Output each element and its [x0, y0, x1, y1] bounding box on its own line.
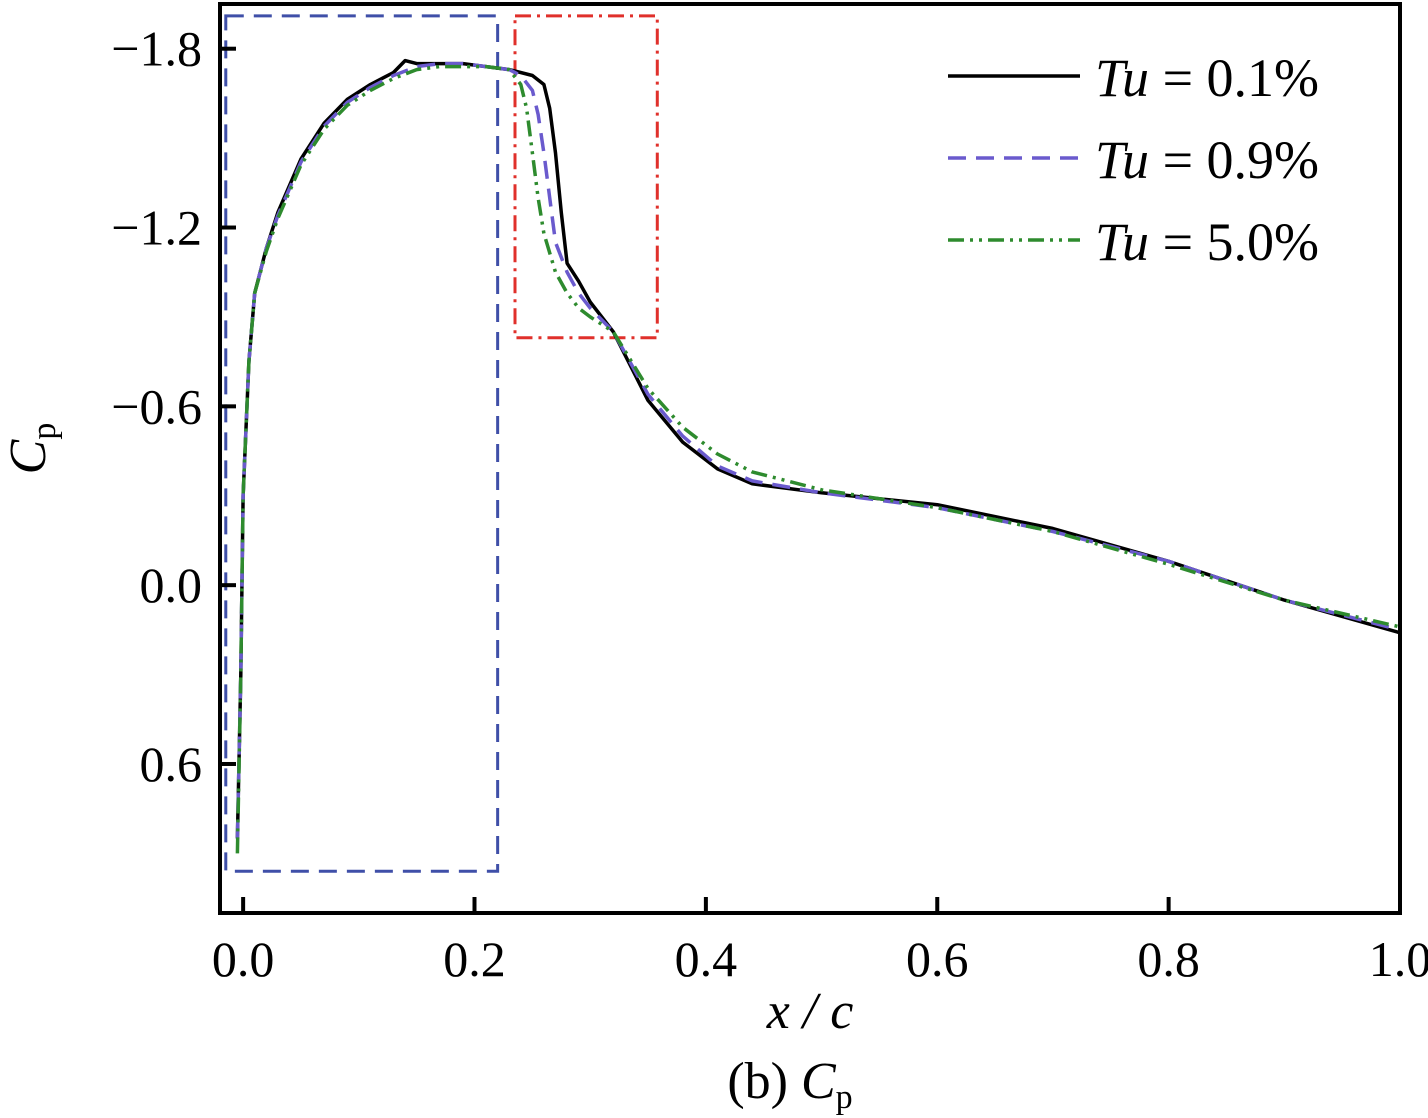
y-tick-label-1: −1.8 — [111, 21, 202, 77]
series-lines — [235, 58, 1401, 854]
x-axis-label: x / c — [766, 983, 854, 1040]
y-axis-ticks: −1.8 −1.2 −0.6 0.0 0.6 — [111, 21, 236, 792]
x-tick-label-3: 0.4 — [675, 931, 738, 987]
legend-label-value: = 0.1% — [1149, 48, 1319, 108]
x-tick-label-2: 0.2 — [443, 931, 506, 987]
caption-sub: p — [836, 1079, 853, 1116]
legend-label-2: Tu = 0.9% — [1095, 130, 1319, 190]
y-axis-label-main: C — [0, 438, 57, 474]
legend: Tu = 0.1%Tu = 0.9%Tu = 5.0% — [948, 48, 1319, 272]
x-tick-label-5: 0.8 — [1137, 931, 1200, 987]
x-tick-label-1: 0.0 — [212, 931, 275, 987]
x-tick-label-6: 1.0 — [1369, 931, 1428, 987]
caption-prefix: (b) — [727, 1053, 801, 1110]
series-line-3 — [235, 64, 1401, 854]
legend-label-value: = 5.0% — [1149, 212, 1319, 272]
annotation-box-1 — [224, 14, 500, 873]
x-tick-label-4: 0.6 — [906, 931, 969, 987]
legend-label-var: Tu — [1095, 212, 1149, 272]
figure-caption: (b) Cp — [727, 1053, 852, 1116]
y-tick-label-2: −1.2 — [111, 200, 202, 256]
annotation-boxes — [224, 14, 659, 873]
legend-label-var: Tu — [1095, 48, 1149, 108]
caption-main: C — [801, 1053, 837, 1110]
legend-label-3: Tu = 5.0% — [1095, 212, 1319, 272]
legend-label-1: Tu = 0.1% — [1095, 48, 1319, 108]
y-tick-label-5: 0.6 — [140, 736, 203, 792]
legend-label-var: Tu — [1095, 130, 1149, 190]
legend-label-value: = 0.9% — [1149, 130, 1319, 190]
plot-frame — [218, 2, 1402, 915]
x-axis-ticks: 0.0 0.2 0.4 0.6 0.8 1.0 — [212, 897, 1428, 987]
y-tick-label-4: 0.0 — [140, 557, 203, 613]
annotation-box-2 — [513, 14, 659, 340]
y-tick-label-3: −0.6 — [111, 378, 202, 434]
y-axis-label-sub: p — [26, 423, 63, 440]
y-axis-label: Cp — [0, 423, 63, 475]
